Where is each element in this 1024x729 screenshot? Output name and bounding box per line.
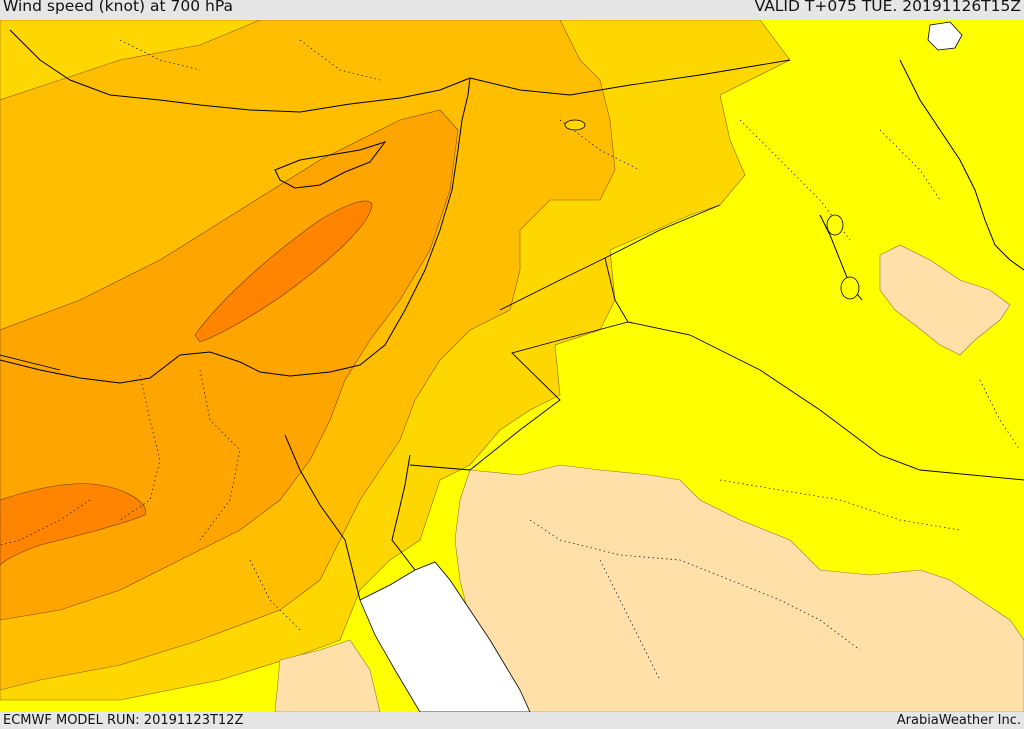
border-egypt-sudan xyxy=(0,354,61,371)
internal-border-turkey xyxy=(119,39,641,171)
bahrain-qatar xyxy=(840,276,860,300)
iran-coast xyxy=(899,59,1024,271)
internal-border-saudi xyxy=(529,479,961,681)
map-svg xyxy=(0,20,1024,712)
footer-bar: ECMWF MODEL RUN: 20191123T12Z ArabiaWeat… xyxy=(0,712,1024,729)
gulf-of-suez xyxy=(284,434,361,601)
region-pale-iran xyxy=(879,244,1011,356)
streak-deep-orange-north xyxy=(194,200,373,343)
cyprus xyxy=(274,141,387,189)
mediterranean-coastline xyxy=(0,77,471,384)
model-run: ECMWF MODEL RUN: 20191123T12Z xyxy=(3,713,244,728)
lake-tuz xyxy=(564,119,586,131)
turkey-coastline xyxy=(9,29,471,113)
streak-deep-orange-south xyxy=(0,483,147,566)
border-iraq-saudi xyxy=(627,321,1024,481)
region-pale-sudan xyxy=(274,639,381,712)
border-syria-iraq xyxy=(469,59,791,96)
wind-speed-map[interactable] xyxy=(0,20,1024,712)
red-sea xyxy=(359,561,531,712)
gulf-of-aqaba xyxy=(391,454,416,571)
caspian-patch xyxy=(927,21,963,51)
map-title: Wind speed (knot) at 700 hPa xyxy=(3,0,234,15)
border-jordan-saudi xyxy=(409,257,629,471)
credit: ArabiaWeather Inc. xyxy=(896,713,1021,728)
valid-time: VALID T+075 TUE. 20191126T15Z xyxy=(754,0,1021,15)
internal-border-iraq xyxy=(739,119,1021,451)
lake-small-iran xyxy=(826,214,844,236)
header-bar: Wind speed (knot) at 700 hPa VALID T+075… xyxy=(0,0,1024,20)
